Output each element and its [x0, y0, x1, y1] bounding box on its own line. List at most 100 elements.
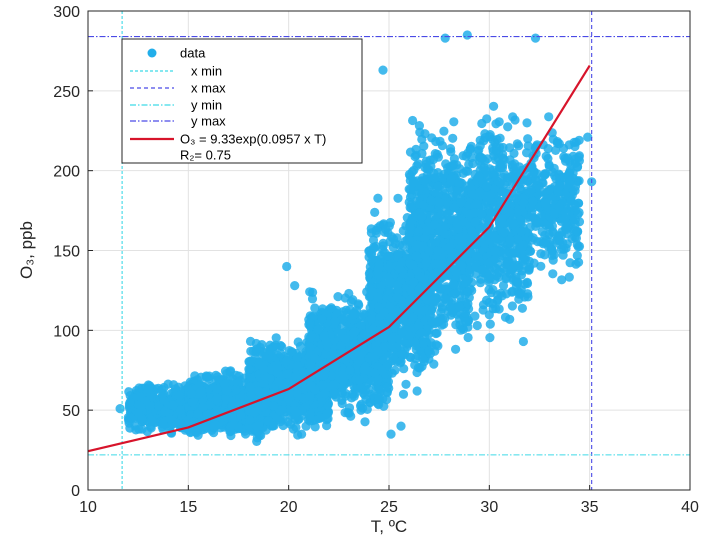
data-point	[186, 389, 197, 399]
data-point	[430, 259, 441, 269]
data-point	[392, 292, 402, 302]
data-point	[387, 368, 397, 378]
data-point	[427, 238, 437, 249]
data-point	[291, 408, 301, 418]
data-point	[291, 371, 301, 381]
data-point	[338, 382, 348, 392]
data-points	[115, 30, 597, 446]
data-point	[245, 382, 255, 392]
data-point	[409, 277, 419, 287]
data-point	[425, 348, 436, 358]
data-point	[202, 409, 212, 419]
data-point	[437, 141, 447, 151]
data-point	[405, 217, 415, 227]
data-point	[201, 372, 211, 382]
data-point	[460, 308, 471, 318]
data-point	[355, 375, 365, 385]
data-point	[382, 395, 392, 405]
data-point	[450, 289, 460, 299]
data-point	[164, 408, 174, 418]
data-point	[448, 279, 458, 289]
data-point	[211, 370, 221, 380]
data-point	[310, 303, 320, 313]
data-point	[417, 148, 427, 159]
data-point	[446, 176, 456, 186]
data-point	[185, 427, 195, 438]
data-point	[366, 249, 376, 259]
data-point	[133, 408, 143, 418]
data-point	[429, 173, 440, 183]
data-point	[261, 425, 271, 435]
data-point	[265, 365, 276, 375]
data-point	[244, 357, 254, 367]
data-point	[422, 295, 432, 305]
data-point	[174, 391, 184, 401]
data-point	[420, 129, 430, 139]
data-point	[449, 117, 459, 127]
data-point	[372, 345, 383, 355]
data-point	[292, 353, 302, 363]
data-point	[429, 220, 439, 230]
data-point	[305, 287, 315, 297]
data-point	[187, 397, 198, 407]
data-point	[360, 417, 370, 427]
data-point	[433, 188, 443, 198]
data-point	[254, 360, 264, 370]
data-point	[318, 380, 328, 390]
data-point	[361, 394, 371, 404]
data-point	[362, 404, 372, 414]
data-point	[304, 342, 314, 352]
data-point	[454, 233, 464, 243]
data-point	[373, 265, 383, 275]
data-point	[393, 193, 403, 203]
data-point	[259, 378, 269, 388]
data-point	[326, 303, 336, 313]
data-point	[346, 297, 356, 307]
data-point	[411, 251, 421, 261]
data-point	[347, 393, 357, 403]
data-point	[276, 349, 286, 359]
data-point	[425, 155, 435, 165]
data-point	[384, 262, 394, 272]
data-point	[168, 400, 178, 410]
data-point	[282, 356, 292, 366]
data-point	[222, 369, 232, 379]
data-point	[425, 310, 435, 320]
data-point	[431, 340, 441, 350]
data-point	[288, 424, 298, 434]
data-point	[253, 426, 263, 436]
data-point	[321, 336, 331, 346]
data-point	[405, 331, 415, 341]
data-point	[458, 151, 468, 161]
data-point	[295, 341, 306, 351]
data-point	[398, 389, 409, 399]
data-point	[456, 325, 466, 335]
data-point	[412, 266, 422, 276]
data-point	[448, 191, 458, 201]
data-point	[244, 364, 254, 374]
data-point	[365, 303, 375, 313]
data-point	[337, 398, 347, 409]
data-point	[396, 356, 406, 366]
data-point	[330, 316, 340, 326]
data-point	[420, 163, 430, 173]
data-point	[517, 303, 528, 313]
data-point	[228, 420, 238, 430]
data-point	[344, 408, 354, 418]
data-point	[461, 166, 471, 176]
data-point	[440, 294, 451, 304]
data-point	[245, 415, 255, 425]
data-point	[401, 379, 411, 389]
data-point	[417, 212, 427, 222]
data-point	[348, 328, 359, 338]
data-point	[433, 152, 443, 162]
data-point	[271, 333, 281, 343]
data-point	[287, 347, 297, 357]
data-point	[222, 386, 232, 396]
data-point	[432, 328, 442, 338]
data-point	[193, 409, 203, 419]
data-point	[438, 216, 448, 226]
data-point	[340, 334, 350, 344]
data-point	[413, 363, 424, 373]
